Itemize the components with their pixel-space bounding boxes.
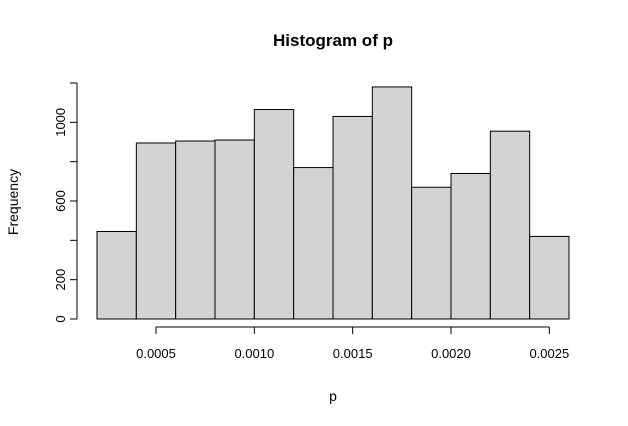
x-axis: 0.0005 0.0010 0.0015 0.0020 0.0025 [136, 326, 569, 361]
y-tick-label-0: 0 [53, 315, 68, 322]
bars-group [96, 86, 570, 320]
x-tick-label-3: 0.0015 [333, 346, 373, 361]
bar-6 [293, 167, 334, 320]
bar-8 [371, 86, 413, 320]
x-tick-label-5: 0.0025 [529, 346, 569, 361]
bar-9 [411, 186, 452, 320]
bar-4 [214, 139, 255, 320]
bar-10 [450, 172, 491, 320]
x-tick-label-1: 0.0005 [136, 346, 176, 361]
y-tick-label-600: 600 [53, 190, 68, 212]
x-tick-label-2: 0.0010 [234, 346, 274, 361]
bar-5 [253, 109, 295, 320]
bar-12 [529, 235, 570, 320]
chart-title: Histogram of p [273, 31, 393, 50]
bar-7 [332, 115, 373, 320]
bar-2 [135, 142, 177, 320]
bar-11 [489, 130, 531, 320]
y-axis: 0 200 600 1000 [53, 82, 78, 323]
y-tick-label-1000: 1000 [53, 108, 68, 137]
bar-3 [175, 140, 216, 320]
x-tick-label-4: 0.0020 [431, 346, 471, 361]
bar-1 [96, 230, 137, 320]
y-tick-label-200: 200 [53, 269, 68, 291]
y-axis-label: Frequency [5, 169, 21, 235]
x-axis-label: p [329, 388, 337, 404]
